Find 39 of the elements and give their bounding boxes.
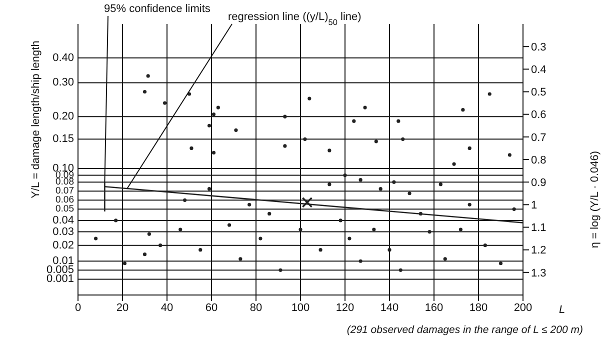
y-tick-label: 0.7 [531, 132, 546, 144]
y-axis-title: η = log (Y/L · 0.046) [589, 150, 601, 248]
x-tick-label: 100 [291, 302, 310, 314]
x-tick-label: 140 [380, 302, 399, 314]
annotation: 0.06 [56, 194, 74, 206]
x-tick-label: 160 [424, 302, 444, 314]
annotation: 0.40 [52, 52, 74, 64]
x-tick-label: 120 [336, 302, 354, 314]
y-tick-label: 1.1 [531, 222, 546, 234]
y-tick-label: 0.4 [531, 64, 546, 76]
annotation: 0.02 [52, 239, 74, 252]
x-tick-label: 200 [514, 302, 532, 314]
annotation: 95% confidence limits [104, 3, 211, 15]
annotation: 0.04 [52, 214, 74, 226]
annotation: 0.20 [52, 110, 74, 123]
annotation: 0.001 [46, 273, 74, 286]
annotation: 0.07 [56, 186, 74, 197]
y2-axis-title: Y/L = damage length/ship length [30, 40, 42, 198]
annotation: regression line ((y/L)$_{50}$ line) [228, 11, 362, 26]
annotation: 0.03 [52, 226, 74, 238]
y-tick-label: 0.8 [531, 154, 546, 166]
y-tick-label: 0.6 [531, 109, 546, 122]
annotation: 0.05 [56, 204, 74, 215]
y-tick-label: 1 [531, 200, 538, 212]
x-tick-label: 20 [116, 302, 129, 314]
x-tick-label: 0 [74, 302, 82, 314]
y-tick-label: 0.3 [531, 41, 546, 54]
x-tick-label: 60 [205, 302, 218, 314]
x-tick-label: 80 [250, 302, 262, 314]
y-tick-label: 0.5 [531, 86, 546, 99]
y-tick-label: 1.3 [531, 267, 546, 280]
annotation: 0.15 [52, 133, 74, 146]
x-tick-label: 180 [469, 302, 488, 314]
x-axis-title: L [559, 304, 566, 316]
y-tick-label: 1.2 [531, 244, 546, 257]
annotation: 0.30 [52, 76, 74, 89]
text: (291 observed damages in the range of L ≤ 200 m) [346, 324, 583, 336]
y-tick-label: 0.9 [531, 176, 546, 189]
x-tick-label: 40 [160, 302, 174, 314]
